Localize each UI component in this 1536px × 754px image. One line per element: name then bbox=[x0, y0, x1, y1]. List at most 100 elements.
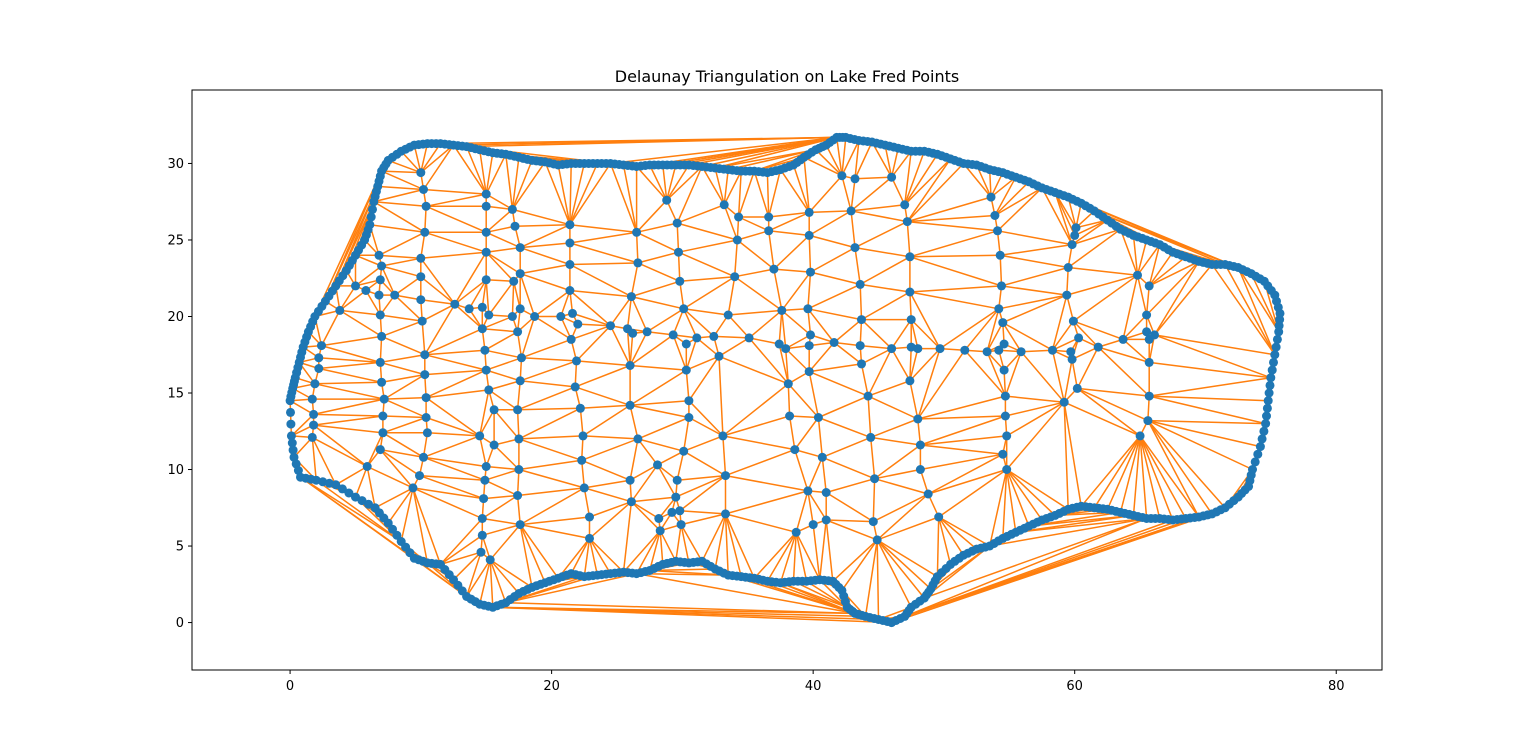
triangulation-edge bbox=[484, 349, 522, 359]
triangulation-edge bbox=[1149, 361, 1271, 379]
triangulation-edge bbox=[792, 532, 797, 582]
triangulation-edge bbox=[311, 436, 368, 468]
triangulation-edge bbox=[753, 170, 770, 218]
boundary-point bbox=[286, 392, 296, 402]
triangulation-edge bbox=[874, 468, 921, 480]
triangulation-edge bbox=[766, 172, 770, 218]
triangulation-edge bbox=[773, 268, 811, 273]
triangulation-edge bbox=[512, 281, 521, 309]
triangulation-edge bbox=[821, 457, 827, 493]
triangulation-edge bbox=[725, 490, 809, 515]
triangulation-edge bbox=[738, 216, 770, 232]
triangulation-edge bbox=[1054, 192, 1073, 245]
triangulation-edge bbox=[382, 416, 427, 434]
triangulation-edge bbox=[534, 289, 571, 318]
triangulation-edge bbox=[649, 569, 729, 576]
triangulation-edge bbox=[876, 516, 939, 541]
interior-point bbox=[935, 344, 945, 354]
interior-point bbox=[379, 394, 389, 404]
interior-point bbox=[672, 218, 682, 228]
triangulation-edge bbox=[631, 280, 681, 298]
triangulation-edge bbox=[872, 493, 929, 523]
triangulation-edge bbox=[489, 559, 507, 603]
triangulation-edge bbox=[767, 169, 782, 218]
triangulation-edge bbox=[514, 223, 570, 227]
interior-point bbox=[923, 489, 933, 499]
triangulation-edge bbox=[870, 418, 919, 439]
interior-point bbox=[1133, 270, 1142, 280]
triangulation-edge bbox=[907, 220, 998, 232]
triangulation-edge bbox=[1074, 219, 1108, 237]
triangulation-edge bbox=[869, 437, 876, 479]
interior-point bbox=[990, 211, 1000, 220]
interior-point bbox=[378, 411, 388, 421]
interior-point bbox=[781, 344, 791, 354]
triangulation-edge bbox=[622, 501, 633, 573]
triangulation-edge bbox=[937, 516, 952, 565]
triangulation-edge bbox=[1041, 187, 1073, 245]
triangulation-edge bbox=[768, 211, 810, 232]
triangulation-edge bbox=[521, 338, 572, 359]
triangulation-edge bbox=[682, 417, 690, 452]
plot-area bbox=[285, 132, 1285, 628]
triangulation-edge bbox=[425, 416, 480, 437]
boundary-point bbox=[286, 431, 296, 441]
triangulation-edge bbox=[421, 303, 456, 322]
interior-point bbox=[317, 341, 326, 351]
triangulation-edge bbox=[377, 185, 424, 191]
triangulation-edge bbox=[1139, 435, 1161, 519]
triangulation-edge bbox=[289, 400, 314, 416]
interior-point bbox=[573, 319, 583, 329]
triangulation-edge bbox=[688, 355, 720, 402]
interior-point bbox=[572, 356, 581, 366]
triangulation-edge bbox=[807, 490, 827, 521]
triangulation-edge bbox=[1051, 294, 1068, 351]
interior-point bbox=[1066, 347, 1076, 357]
triangulation-edge bbox=[906, 158, 952, 223]
triangulation-edge bbox=[714, 167, 725, 205]
triangulation-edge bbox=[488, 280, 515, 316]
triangulation-edge bbox=[589, 501, 632, 539]
triangulation-edge bbox=[1068, 266, 1138, 276]
interior-point bbox=[477, 530, 487, 540]
triangulation-edge bbox=[1237, 267, 1280, 333]
boundary-point bbox=[368, 204, 377, 214]
triangulation-edge bbox=[1002, 322, 1022, 353]
triangulation-edge bbox=[520, 380, 576, 388]
triangulation-edge bbox=[927, 453, 1004, 495]
triangulation-edge bbox=[686, 355, 720, 371]
triangulation-edge bbox=[485, 279, 490, 316]
triangulation-edge bbox=[1002, 321, 1053, 351]
interior-point bbox=[515, 269, 525, 279]
triangulation-edge bbox=[909, 380, 919, 420]
interior-point bbox=[309, 409, 319, 419]
triangulation-edge bbox=[876, 539, 938, 578]
boundary-point bbox=[344, 488, 354, 498]
interior-point bbox=[719, 200, 729, 210]
triangulation-edge bbox=[520, 263, 571, 275]
triangulation-edge bbox=[909, 291, 999, 310]
boundary-point bbox=[1257, 434, 1267, 444]
interior-point bbox=[628, 328, 638, 338]
interior-point bbox=[730, 272, 740, 282]
interior-point bbox=[625, 400, 635, 410]
interior-point bbox=[821, 515, 831, 525]
triangulation-edge bbox=[420, 276, 456, 305]
triangulation-edge bbox=[1006, 468, 1069, 510]
triangulation-edge bbox=[808, 175, 843, 213]
triangulation-edge bbox=[818, 519, 827, 580]
triangulation-edge bbox=[1063, 401, 1141, 437]
triangulation-edge bbox=[400, 150, 422, 174]
triangulation-edge bbox=[519, 272, 571, 292]
boundary-point bbox=[1267, 365, 1277, 375]
triangulation-edge bbox=[425, 193, 487, 208]
triangulation-edge bbox=[809, 210, 852, 214]
triangulation-edge bbox=[387, 487, 414, 524]
triangulation-edge bbox=[481, 494, 519, 520]
interior-point bbox=[887, 172, 897, 182]
interior-point bbox=[568, 308, 577, 318]
triangulation-edge bbox=[293, 436, 313, 458]
interior-point bbox=[575, 403, 585, 413]
interior-point bbox=[481, 201, 491, 211]
triangulation-edge bbox=[1076, 387, 1141, 437]
